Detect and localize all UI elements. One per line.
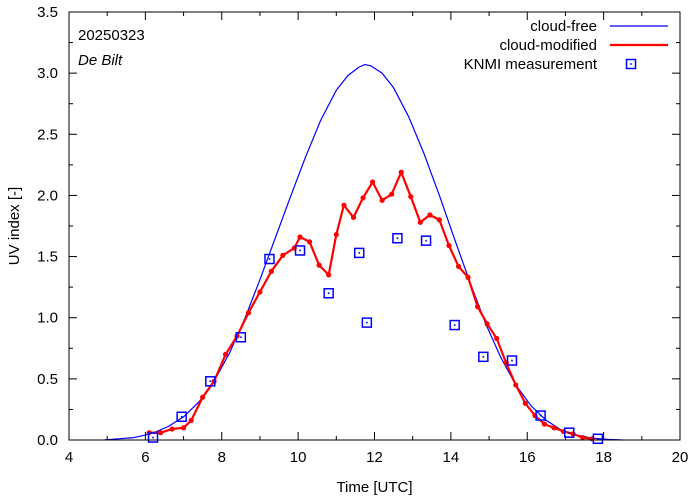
data-point <box>158 430 164 436</box>
date-annotation: 20250323 <box>78 27 145 44</box>
y-axis-ticks: 0.0 0.5 1.0 1.5 2.0 2.5 3.0 3.5 <box>37 4 680 449</box>
data-point <box>297 234 303 240</box>
plot-frame <box>68 11 681 441</box>
data-point <box>306 239 313 245</box>
y-tick-label: 2.5 <box>37 126 58 143</box>
data-point <box>408 194 414 200</box>
series-line <box>149 171 593 440</box>
legend-label: KNMI measurement <box>464 56 598 73</box>
measurement-point <box>420 235 432 246</box>
data-point <box>245 310 252 316</box>
data-point <box>280 252 286 258</box>
measurement-point <box>235 332 247 343</box>
station-annotation: De Bilt <box>78 52 123 69</box>
y-tick-label: 1.0 <box>37 310 58 327</box>
data-point <box>551 425 557 431</box>
data-point <box>455 263 462 269</box>
x-tick-label: 6 <box>141 449 149 466</box>
data-point <box>326 272 332 278</box>
legend: cloud-free cloud-modified KNMI measurement <box>464 18 668 73</box>
measurement-point <box>323 288 334 299</box>
x-tick-label: 12 <box>366 449 383 466</box>
data-point <box>369 179 376 185</box>
data-point <box>580 434 586 441</box>
measurement-point <box>564 427 575 438</box>
data-point <box>522 400 528 406</box>
data-point <box>333 231 339 238</box>
data-point <box>465 274 471 280</box>
data-point <box>513 382 519 388</box>
data-point <box>427 212 433 218</box>
x-tick-label: 8 <box>218 449 226 466</box>
y-tick-label: 3.0 <box>37 65 58 82</box>
series-knmi-measurement <box>147 232 604 445</box>
measurement-point <box>353 247 365 259</box>
measurement-point <box>478 351 489 363</box>
x-tick-label: 20 <box>672 449 689 466</box>
data-point <box>379 197 385 203</box>
measurement-point <box>535 410 546 421</box>
x-tick-label: 18 <box>595 449 612 466</box>
data-point <box>446 242 452 249</box>
plot-series-layer <box>103 63 623 445</box>
measurement-point <box>592 433 604 445</box>
data-point <box>398 169 404 175</box>
x-tick-label: 14 <box>443 449 460 466</box>
data-point <box>180 425 187 431</box>
data-point <box>389 191 395 197</box>
x-tick-label: 10 <box>290 449 307 466</box>
measurement-point <box>449 319 460 331</box>
data-point <box>494 335 500 342</box>
data-point <box>257 289 263 295</box>
y-tick-label: 2.0 <box>37 187 58 204</box>
x-tick-label: 4 <box>65 449 73 466</box>
data-point <box>222 351 229 357</box>
data-point <box>169 426 175 432</box>
y-tick-label: 0.0 <box>37 432 58 449</box>
y-tick-label: 3.5 <box>37 4 58 21</box>
measurement-point <box>176 411 187 423</box>
legend-marker <box>625 58 637 70</box>
data-point <box>350 214 357 221</box>
measurement-point <box>361 317 373 328</box>
measurement-point <box>264 253 275 265</box>
measurement-point <box>147 432 159 443</box>
data-point <box>341 202 347 208</box>
measurement-point <box>506 355 518 366</box>
data-point <box>541 421 548 427</box>
data-point <box>316 262 322 268</box>
data-point <box>360 195 366 201</box>
y-tick-label: 1.5 <box>37 249 58 266</box>
legend-label: cloud-modified <box>499 37 597 54</box>
y-axis-label: UV index [-] <box>6 187 23 265</box>
data-point <box>268 268 274 274</box>
data-point <box>417 219 423 225</box>
measurement-point <box>392 232 403 244</box>
data-point <box>188 417 194 424</box>
x-tick-label: 16 <box>519 449 536 466</box>
measurement-point <box>294 245 306 256</box>
legend-label: cloud-free <box>530 18 597 35</box>
x-axis-label: Time [UTC] <box>336 479 412 496</box>
data-point <box>484 321 490 327</box>
measurement-point <box>205 376 216 387</box>
data-point <box>475 304 481 310</box>
data-point <box>200 394 206 400</box>
x-axis-ticks: 4 6 8 10 12 14 16 18 20 <box>65 12 689 466</box>
data-point <box>436 217 443 223</box>
y-tick-label: 0.5 <box>37 371 58 388</box>
